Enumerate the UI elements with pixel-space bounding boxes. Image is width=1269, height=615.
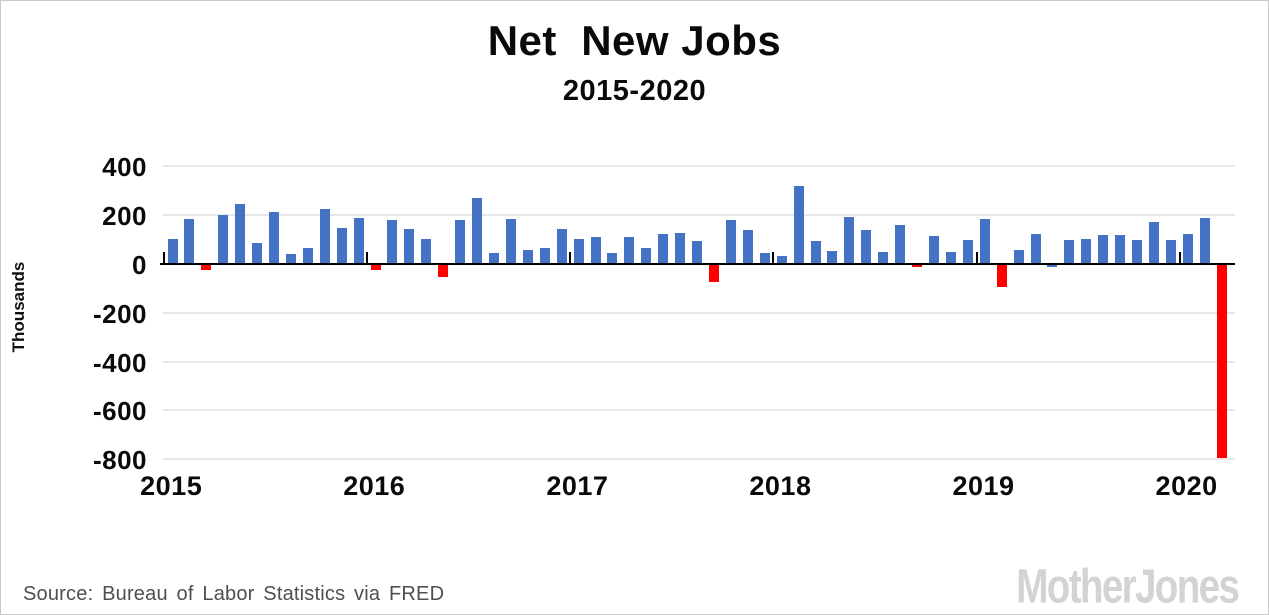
bar-2015-03 xyxy=(201,265,212,270)
x-axis-tick-2020 xyxy=(1178,252,1181,264)
gridline--200 xyxy=(163,311,1235,314)
bar-2015-09 xyxy=(302,248,313,263)
bar-2018-02 xyxy=(793,186,804,263)
bar-2018-10 xyxy=(929,236,940,263)
x-axis-tick-2019 xyxy=(975,252,978,264)
y-tick-label-200: 200 xyxy=(102,201,147,232)
bar-2015-08 xyxy=(285,254,296,263)
bar-2017-07 xyxy=(675,232,686,263)
bar-2016-07 xyxy=(472,198,483,263)
bar-2018-05 xyxy=(844,216,855,263)
bar-2016-06 xyxy=(455,220,466,263)
bar-2015-04 xyxy=(218,215,229,263)
bar-2016-12 xyxy=(556,228,567,263)
y-tick-label-400: 400 xyxy=(102,152,147,183)
y-axis-title: Thousands xyxy=(9,261,28,353)
bar-2016-10 xyxy=(522,249,533,263)
bar-2017-05 xyxy=(641,248,652,263)
chart-title: Net New Jobs xyxy=(487,17,782,64)
bar-2016-02 xyxy=(387,220,398,263)
bar-2018-06 xyxy=(861,230,872,263)
bar-2017-03 xyxy=(607,253,618,263)
y-tick-label--200: -200 xyxy=(92,298,147,329)
x-tick-label-2019: 2019 xyxy=(952,471,1015,501)
chart-subtitle: 2015-2020 xyxy=(562,75,707,107)
x-tick-label-2016: 2016 xyxy=(343,471,406,501)
bar-2018-12 xyxy=(962,239,973,263)
bar-2018-04 xyxy=(827,250,838,263)
bar-2015-06 xyxy=(252,243,263,263)
brand-logo: MotherJones xyxy=(1016,558,1240,614)
bar-2017-12 xyxy=(759,253,770,263)
bar-2019-05 xyxy=(1047,265,1058,268)
bar-2019-08 xyxy=(1098,234,1109,263)
bar-2018-03 xyxy=(810,241,821,263)
gridline--400 xyxy=(163,360,1235,363)
bar-2019-07 xyxy=(1081,238,1092,263)
bar-2018-11 xyxy=(945,252,956,263)
y-tick-label--600: -600 xyxy=(92,396,147,427)
bar-2019-01 xyxy=(979,219,990,263)
bar-2018-09 xyxy=(912,265,923,268)
bar-2020-01 xyxy=(1182,233,1193,263)
bar-2016-03 xyxy=(404,228,415,263)
y-tick-label--400: -400 xyxy=(92,347,147,378)
zero-axis-line xyxy=(160,263,1235,265)
bar-2015-05 xyxy=(235,204,246,263)
bar-2019-02 xyxy=(996,265,1007,287)
bar-2019-12 xyxy=(1165,239,1176,263)
bar-2017-08 xyxy=(692,241,703,263)
bar-2020-02 xyxy=(1199,217,1210,263)
y-tick-label--800: -800 xyxy=(92,445,147,476)
bar-2016-09 xyxy=(505,219,516,263)
bar-2016-04 xyxy=(421,238,432,263)
bar-2016-01 xyxy=(370,265,381,270)
bar-2016-08 xyxy=(489,253,500,263)
bar-2019-10 xyxy=(1132,239,1143,263)
bar-2019-03 xyxy=(1013,249,1024,263)
bar-2017-06 xyxy=(658,233,669,263)
bar-2019-11 xyxy=(1149,221,1160,263)
bar-2015-07 xyxy=(269,211,280,263)
bar-2016-05 xyxy=(438,265,449,278)
x-axis-tick-2017 xyxy=(569,252,572,264)
x-tick-label-2017: 2017 xyxy=(546,471,609,501)
bar-2020-03 xyxy=(1216,265,1227,458)
bar-2017-10 xyxy=(725,220,736,263)
bar-2019-09 xyxy=(1115,234,1126,263)
bar-2016-11 xyxy=(539,248,550,263)
bar-2017-04 xyxy=(624,237,635,263)
bar-2015-11 xyxy=(336,227,347,263)
gridline--800 xyxy=(163,458,1235,461)
bar-2015-02 xyxy=(184,219,195,263)
bar-2018-08 xyxy=(895,225,906,263)
bar-2019-04 xyxy=(1030,233,1041,263)
bar-2017-11 xyxy=(742,230,753,263)
gridline-200 xyxy=(163,214,1235,217)
bar-2019-06 xyxy=(1064,239,1075,263)
y-tick-label-0: 0 xyxy=(132,250,147,280)
gridline-400 xyxy=(163,165,1235,168)
bar-2018-07 xyxy=(878,252,889,263)
bar-2015-01 xyxy=(167,238,178,263)
x-tick-label-2020: 2020 xyxy=(1155,471,1218,501)
source-note: Source: Bureau of Labor Statistics via F… xyxy=(23,583,445,605)
bar-2018-01 xyxy=(776,255,787,263)
bar-2015-10 xyxy=(319,209,330,263)
bar-2017-02 xyxy=(590,237,601,263)
gridline--600 xyxy=(163,409,1235,412)
bar-2015-12 xyxy=(353,217,364,263)
bar-2017-09 xyxy=(709,265,720,283)
bar-2017-01 xyxy=(573,238,584,263)
x-axis-tick-2016 xyxy=(366,252,369,264)
x-axis-tick-2018 xyxy=(772,252,775,264)
x-tick-label-2015: 2015 xyxy=(140,471,203,501)
x-axis-tick-2015 xyxy=(163,252,166,264)
x-tick-label-2018: 2018 xyxy=(749,471,812,501)
